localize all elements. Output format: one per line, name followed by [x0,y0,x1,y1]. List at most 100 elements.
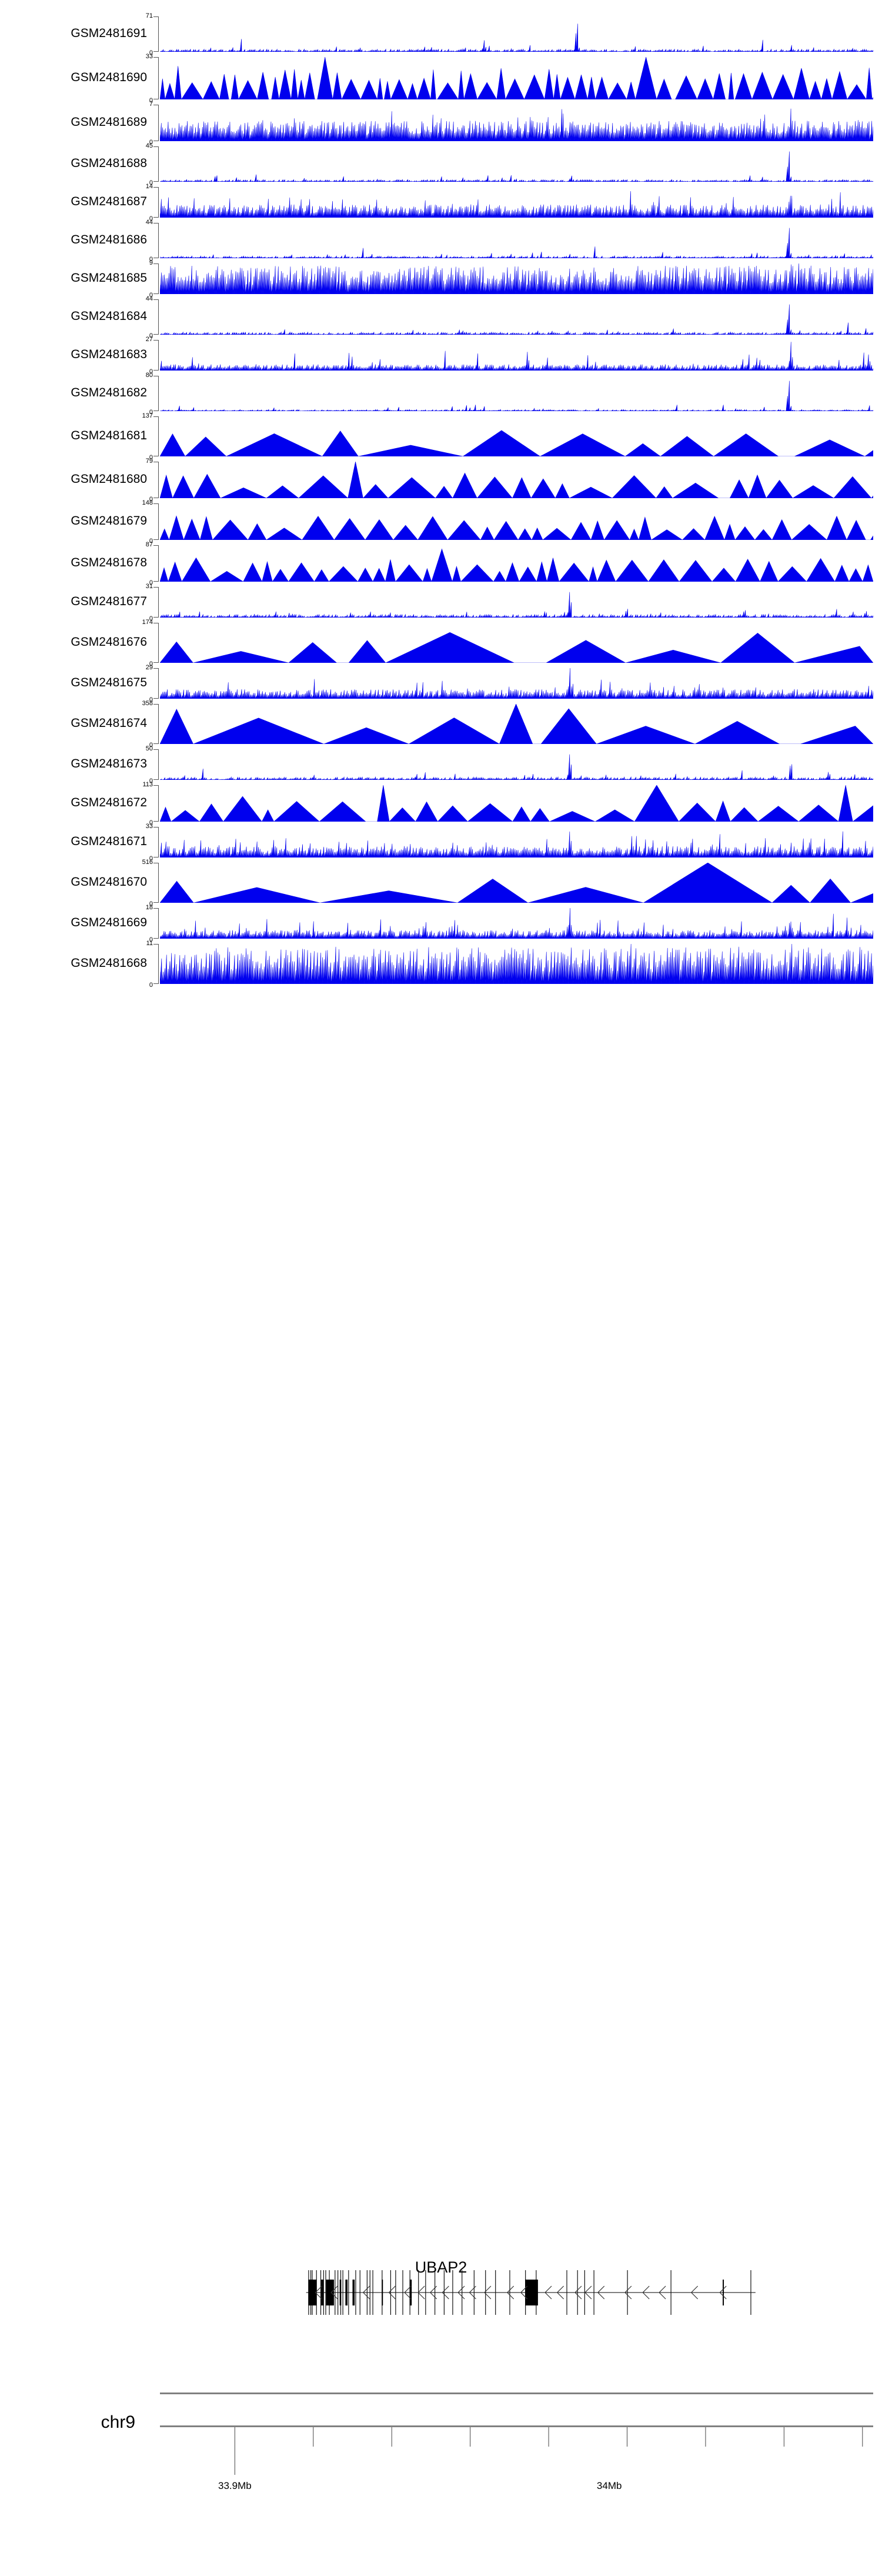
coverage-track[interactable]: GSM2481675 29 0 [0,664,882,703]
transcript-bar [325,2270,326,2315]
strand-arrow-left [457,2285,465,2300]
track-y-axis: 31 0 [135,583,159,622]
coverage-signal-svg [160,151,873,182]
exon-box[interactable] [382,2280,383,2305]
strand-arrow-left [719,2285,727,2300]
coverage-plot-area[interactable] [160,503,873,540]
y-axis-line [158,944,159,984]
y-axis-bottom-tick [153,662,159,663]
exon-box[interactable] [321,2280,323,2305]
coverage-plot-area[interactable] [160,908,873,939]
coverage-plot-area[interactable] [160,263,873,294]
coverage-track[interactable]: GSM2481676 174 0 [0,619,882,668]
coverage-track[interactable]: GSM2481680 79 0 [0,458,882,503]
coverage-plot-area[interactable] [160,863,873,903]
coverage-plot-area[interactable] [160,299,873,335]
coverage-track[interactable]: GSM2481689 7 0 [0,101,882,146]
coverage-plot-area[interactable] [160,340,873,371]
exon-box[interactable] [339,2280,342,2305]
coverage-signal-svg [160,863,873,903]
track-label-gsm2481673: GSM2481673 [71,757,147,770]
coverage-track[interactable]: GSM2481685 9 0 [0,259,882,299]
y-axis-bottom-tick [153,293,159,294]
exon-box[interactable] [345,2280,348,2305]
coverage-plot-area[interactable] [160,376,873,411]
axis-top-bar [160,2393,873,2394]
chromosome-axis-panel: chr9 33.9Mb 34Mb [0,2388,882,2505]
exon-box[interactable] [352,2280,355,2305]
coverage-plot-area[interactable] [160,587,873,618]
track-label-gsm2481672: GSM2481672 [71,796,147,809]
y-axis-top-tick [153,299,159,300]
coverage-track[interactable]: GSM2481690 33 0 [0,53,882,104]
y-axis-line [158,668,159,699]
coverage-track[interactable]: GSM2481677 31 0 [0,583,882,622]
coverage-track[interactable]: GSM2481688 45 0 [0,142,882,186]
y-axis-max-label: 50 [145,745,153,752]
coverage-track[interactable]: GSM2481686 44 0 [0,219,882,263]
coverage-track[interactable]: GSM2481687 14 0 [0,183,882,222]
y-axis-line [158,785,159,822]
exon-box[interactable] [525,2280,538,2305]
y-axis-bottom-tick [153,217,159,218]
coverage-plot-area[interactable] [160,944,873,984]
gene-annotation-track[interactable]: UBAP2 [0,2258,882,2361]
coverage-track[interactable]: GSM2481674 358 0 [0,700,882,749]
y-axis-line [158,749,159,780]
strand-arrow-left [429,2285,437,2300]
exon-box[interactable] [308,2280,317,2305]
track-label-gsm2481678: GSM2481678 [71,556,147,569]
y-axis-min-label: 0 [149,742,153,749]
track-y-axis: 14 0 [135,183,159,222]
coverage-track[interactable]: GSM2481672 113 0 [0,781,882,826]
coverage-plot-area[interactable] [160,57,873,99]
track-y-axis: 79 0 [135,458,159,503]
coverage-track[interactable]: GSM2481683 27 0 [0,336,882,375]
coverage-track[interactable]: GSM2481684 44 0 [0,295,882,339]
y-axis-min-label: 0 [149,936,153,943]
y-axis-bottom-tick [153,938,159,939]
coverage-area [160,342,873,371]
track-label-gsm2481689: GSM2481689 [71,115,147,129]
transcript-bar [750,2270,751,2315]
coverage-track[interactable]: GSM2481682 80 0 [0,372,882,416]
coverage-track[interactable]: GSM2481670 516 0 [0,859,882,907]
y-axis-min-label: 0 [149,179,153,186]
coverage-plot-area[interactable] [160,623,873,663]
track-y-axis: 33 0 [135,53,159,104]
y-axis-bottom-tick [153,902,159,903]
coverage-signal-svg [160,548,873,582]
coverage-plot-area[interactable] [160,187,873,218]
coverage-area [160,263,873,294]
coverage-track[interactable]: GSM2481679 148 0 [0,499,882,545]
coverage-plot-area[interactable] [160,668,873,699]
track-label-gsm2481682: GSM2481682 [71,386,147,399]
coverage-plot-area[interactable] [160,785,873,822]
coverage-plot-area[interactable] [160,704,873,744]
coverage-track[interactable]: GSM2481671 33 0 [0,823,882,862]
coverage-track[interactable]: GSM2481691 71 0 [0,12,882,56]
coverage-track[interactable]: GSM2481673 50 0 [0,745,882,785]
coverage-track[interactable]: GSM2481668 11 0 [0,940,882,989]
coverage-plot-area[interactable] [160,105,873,141]
exon-box[interactable] [723,2280,724,2305]
coverage-track[interactable]: GSM2481669 18 0 [0,904,882,943]
coverage-track[interactable]: GSM2481678 87 0 [0,541,882,586]
y-axis-top-tick [153,340,159,341]
y-axis-line [158,263,159,294]
coverage-plot-area[interactable] [160,16,873,52]
coverage-area [160,704,873,744]
coverage-plot-area[interactable] [160,146,873,182]
coverage-plot-area[interactable] [160,223,873,258]
y-axis-line [158,146,159,182]
coverage-track[interactable]: GSM2481681 137 0 [0,412,882,461]
y-axis-line [158,223,159,258]
coverage-plot-area[interactable] [160,416,873,456]
coverage-plot-area[interactable] [160,749,873,780]
coverage-plot-area[interactable] [160,462,873,498]
exon-box[interactable] [409,2280,412,2305]
transcript-bar [402,2270,403,2315]
coverage-plot-area[interactable] [160,827,873,857]
coverage-plot-area[interactable] [160,545,873,582]
exon-box[interactable] [326,2280,334,2305]
